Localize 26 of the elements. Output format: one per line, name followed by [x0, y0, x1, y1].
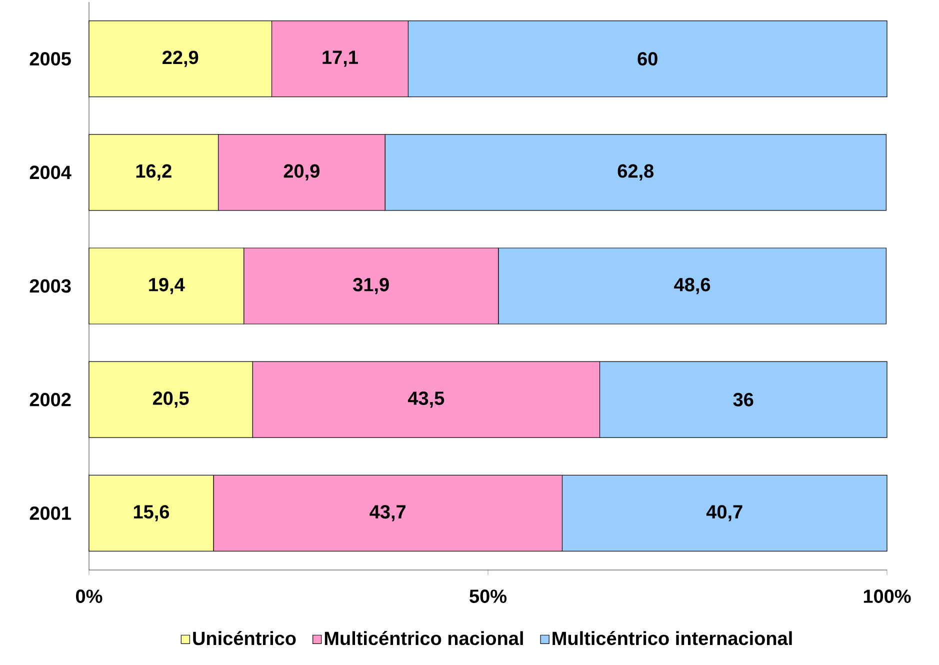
data-label: 62,8	[618, 164, 654, 180]
legend-label: Unicéntrico	[193, 631, 296, 646]
x-tick-label: 0%	[76, 590, 102, 603]
data-label: 60	[638, 52, 658, 66]
y-tick-label: 2004	[30, 166, 72, 180]
y-tick-label: 2005	[30, 52, 71, 66]
y-tick-label: 2003	[30, 279, 71, 293]
y-tick-label: 2001	[30, 506, 71, 520]
data-label: 22,9	[162, 50, 198, 67]
data-label: 43,7	[370, 505, 406, 522]
data-label: 17,1	[322, 50, 358, 67]
data-label: 48,6	[674, 278, 710, 294]
data-label: 43,5	[408, 391, 444, 408]
legend-label: Multicéntrico internacional	[552, 631, 792, 646]
y-tick-label: 2002	[30, 392, 71, 406]
data-label: 19,4	[149, 278, 185, 294]
data-label: 16,2	[136, 164, 172, 180]
legend-label: Multicéntrico nacional	[324, 631, 523, 646]
data-label: 20,5	[152, 391, 189, 408]
x-tick-label: 50%	[470, 590, 507, 603]
data-label: 15,6	[134, 505, 170, 522]
data-label: 40,7	[706, 505, 742, 522]
data-label: 31,9	[353, 278, 389, 294]
data-label: 20,9	[284, 164, 320, 180]
x-tick-label: 100%	[864, 590, 911, 603]
data-label: 36	[733, 392, 754, 406]
